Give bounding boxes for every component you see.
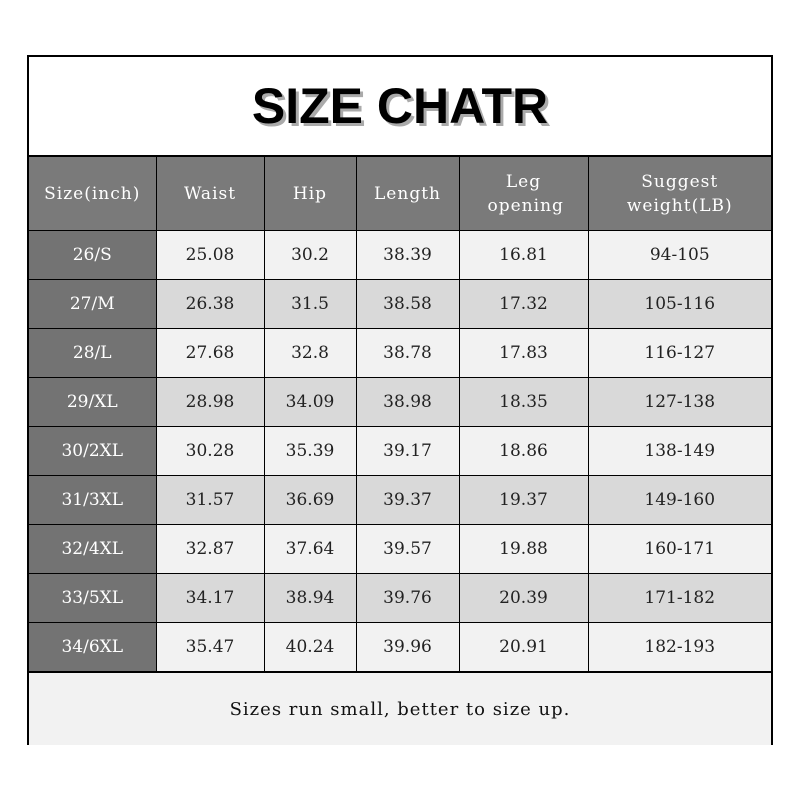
- table-row: 29/XL 28.98 34.09 38.98 18.35 127-138: [29, 377, 771, 427]
- cell-suggest-weight: 182-193: [587, 622, 771, 672]
- cell-hip: 35.39: [263, 426, 357, 476]
- cell-leg-opening: 19.37: [458, 475, 589, 525]
- size-table: Size(inch) Waist Hip Length Leg opening Sugge…: [29, 157, 771, 672]
- cell-size: 31/3XL: [29, 475, 157, 525]
- table-row: 30/2XL 30.28 35.39 39.17 18.86 138-149: [29, 426, 771, 476]
- cell-hip: 37.64: [263, 524, 357, 574]
- header-leg-opening: Leg opening: [458, 157, 589, 231]
- cell-length: 38.39: [355, 230, 460, 280]
- table-row: 32/4XL 32.87 37.64 39.57 19.88 160-171: [29, 524, 771, 574]
- cell-hip: 31.5: [263, 279, 357, 329]
- table-row: 34/6XL 35.47 40.24 39.96 20.91 182-193: [29, 622, 771, 672]
- cell-leg-opening: 18.35: [458, 377, 589, 427]
- cell-length: 39.37: [355, 475, 460, 525]
- header-size: Size(inch): [29, 157, 157, 231]
- cell-leg-opening: 17.83: [458, 328, 589, 378]
- cell-size: 30/2XL: [29, 426, 157, 476]
- cell-leg-opening: 20.39: [458, 573, 589, 623]
- cell-leg-opening: 20.91: [458, 622, 589, 672]
- header-length: Length: [355, 157, 460, 231]
- table-row: 28/L 27.68 32.8 38.78 17.83 116-127: [29, 328, 771, 378]
- cell-length: 38.78: [355, 328, 460, 378]
- cell-leg-opening: 16.81: [458, 230, 589, 280]
- cell-size: 34/6XL: [29, 622, 157, 672]
- cell-size: 33/5XL: [29, 573, 157, 623]
- table-row: 27/M 26.38 31.5 38.58 17.32 105-116: [29, 279, 771, 329]
- cell-suggest-weight: 94-105: [587, 230, 771, 280]
- cell-suggest-weight: 116-127: [587, 328, 771, 378]
- cell-hip: 32.8: [263, 328, 357, 378]
- header-suggest-weight: Suggest weight(LB): [587, 157, 771, 231]
- cell-length: 38.98: [355, 377, 460, 427]
- cell-waist: 32.87: [155, 524, 265, 574]
- cell-waist: 28.98: [155, 377, 265, 427]
- cell-size: 29/XL: [29, 377, 157, 427]
- cell-hip: 34.09: [263, 377, 357, 427]
- header-hip: Hip: [263, 157, 357, 231]
- cell-size: 27/M: [29, 279, 157, 329]
- cell-hip: 40.24: [263, 622, 357, 672]
- table-row: 26/S 25.08 30.2 38.39 16.81 94-105: [29, 230, 771, 280]
- cell-suggest-weight: 127-138: [587, 377, 771, 427]
- cell-length: 39.76: [355, 573, 460, 623]
- cell-size: 28/L: [29, 328, 157, 378]
- table-row: 33/5XL 34.17 38.94 39.76 20.39 171-182: [29, 573, 771, 623]
- cell-length: 39.96: [355, 622, 460, 672]
- cell-leg-opening: 18.86: [458, 426, 589, 476]
- header-row: Size(inch) Waist Hip Length Leg opening Sugge…: [29, 157, 771, 231]
- cell-leg-opening: 17.32: [458, 279, 589, 329]
- cell-waist: 34.17: [155, 573, 265, 623]
- cell-suggest-weight: 160-171: [587, 524, 771, 574]
- cell-length: 39.17: [355, 426, 460, 476]
- cell-waist: 31.57: [155, 475, 265, 525]
- cell-leg-opening: 19.88: [458, 524, 589, 574]
- footer-note: Sizes run small, better to size up.: [29, 672, 771, 745]
- cell-hip: 36.69: [263, 475, 357, 525]
- chart-title: SIZE CHATR: [29, 57, 771, 157]
- cell-waist: 30.28: [155, 426, 265, 476]
- cell-waist: 25.08: [155, 230, 265, 280]
- cell-size: 26/S: [29, 230, 157, 280]
- header-waist: Waist: [155, 157, 265, 231]
- cell-suggest-weight: 149-160: [587, 475, 771, 525]
- cell-hip: 30.2: [263, 230, 357, 280]
- cell-suggest-weight: 105-116: [587, 279, 771, 329]
- cell-length: 38.58: [355, 279, 460, 329]
- cell-waist: 26.38: [155, 279, 265, 329]
- table-row: 31/3XL 31.57 36.69 39.37 19.37 149-160: [29, 475, 771, 525]
- cell-hip: 38.94: [263, 573, 357, 623]
- cell-suggest-weight: 171-182: [587, 573, 771, 623]
- cell-waist: 35.47: [155, 622, 265, 672]
- cell-length: 39.57: [355, 524, 460, 574]
- cell-suggest-weight: 138-149: [587, 426, 771, 476]
- cell-size: 32/4XL: [29, 524, 157, 574]
- size-chart: SIZE CHATR Size(inch) Waist Hip Length Leg o…: [27, 55, 773, 745]
- cell-waist: 27.68: [155, 328, 265, 378]
